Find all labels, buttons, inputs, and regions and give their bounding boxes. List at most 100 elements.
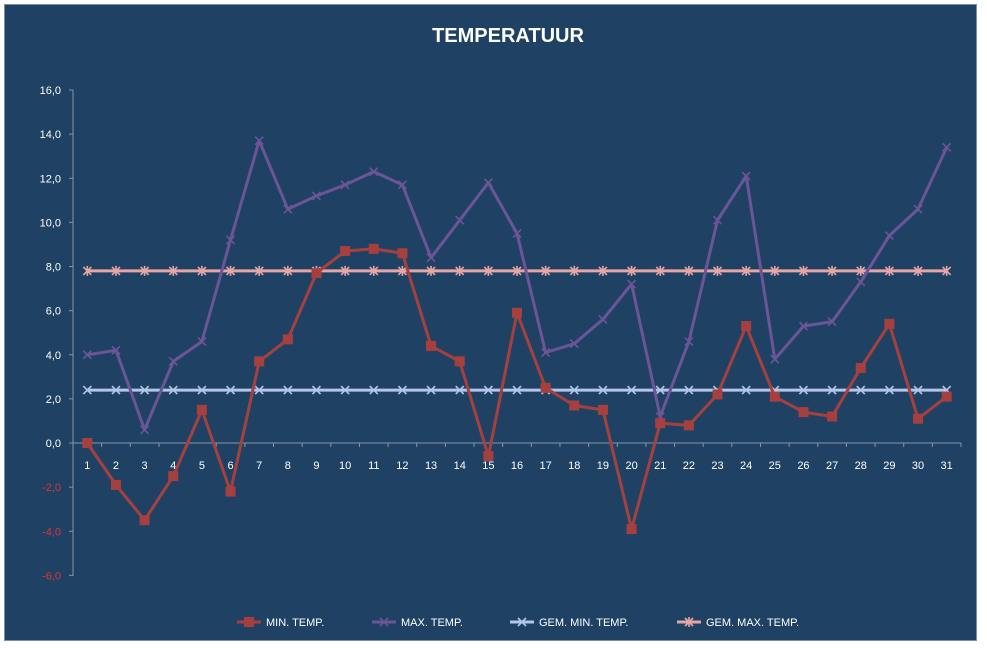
data-point: [827, 385, 837, 395]
data-point: [426, 265, 436, 276]
chart-title: TEMPERATUUR: [432, 25, 584, 47]
data-point: [340, 246, 351, 257]
data-point: [684, 336, 694, 347]
data-point: [884, 318, 895, 329]
data-point: [712, 389, 723, 400]
data-point: [225, 486, 236, 497]
data-point: [598, 314, 608, 325]
data-point: [798, 265, 809, 276]
data-point: [741, 171, 751, 181]
data-point: [455, 215, 465, 225]
data-point: [597, 404, 608, 415]
legend-label: MIN. TEMP.: [266, 617, 324, 629]
data-point: [483, 178, 493, 188]
y-tick-label: -4,0: [42, 526, 61, 538]
data-point: [627, 385, 637, 395]
data-point: [541, 347, 551, 358]
data-point: [827, 265, 837, 276]
legend-item: MIN. TEMP.: [237, 617, 324, 629]
data-point: [483, 451, 494, 462]
x-tick-label: 10: [339, 460, 351, 472]
data-point: [168, 265, 178, 276]
y-tick-label: 2,0: [46, 394, 61, 406]
data-point: [82, 385, 92, 395]
legend-item: MAX. TEMP.: [372, 617, 463, 629]
data-point: [168, 385, 178, 395]
data-point: [197, 336, 207, 347]
data-point: [512, 307, 522, 318]
data-point: [110, 479, 121, 490]
data-point: [769, 391, 780, 402]
legend: MIN. TEMP. MAX. TEMP. GEM. MIN. TEMP. GEM. …: [237, 617, 799, 629]
data-point: [254, 136, 264, 146]
y-tick-label: -6,0: [42, 570, 61, 582]
x-tick-label: 27: [826, 460, 838, 472]
data-point: [454, 356, 465, 367]
data-point: [483, 385, 493, 395]
data-point: [311, 191, 322, 201]
data-point: [540, 382, 551, 393]
data-point: [111, 385, 121, 395]
data-point: [626, 524, 637, 535]
chart-area: [4, 4, 977, 641]
x-tick-label: 8: [285, 460, 291, 472]
data-point: [541, 265, 551, 276]
x-tick-label: 29: [883, 460, 895, 472]
data-point: [712, 265, 723, 276]
x-tick-label: 13: [425, 460, 437, 472]
x-tick-label: 2: [113, 460, 119, 472]
data-point: [798, 385, 809, 395]
x-tick-label: 30: [912, 460, 924, 472]
data-point: [82, 438, 93, 448]
data-point: [512, 265, 522, 276]
series-layer: [82, 136, 952, 535]
data-point: [197, 385, 207, 395]
data-point: [598, 265, 608, 276]
legend-marker: [379, 617, 389, 627]
data-point: [397, 180, 407, 190]
x-tick-label: 6: [227, 460, 233, 472]
data-point: [741, 265, 751, 276]
data-point: [311, 385, 322, 395]
data-point: [426, 385, 436, 395]
data-point: [139, 515, 150, 526]
data-point: [426, 253, 436, 263]
x-tick-label: 15: [482, 460, 494, 472]
data-point: [455, 385, 465, 395]
x-tick-label: 22: [683, 460, 695, 472]
legend-item: GEM. MIN. TEMP.: [510, 617, 628, 629]
data-point: [369, 167, 379, 177]
legend-label: GEM. MIN. TEMP.: [539, 617, 628, 629]
data-point: [941, 391, 952, 402]
data-point: [856, 385, 866, 395]
data-point: [283, 204, 293, 214]
x-tick-label: 26: [797, 460, 809, 472]
y-tick-label: 16,0: [40, 85, 61, 97]
data-point: [397, 248, 408, 259]
data-point: [140, 385, 150, 395]
legend-label: MAX. TEMP.: [401, 617, 463, 629]
data-point: [283, 265, 293, 276]
data-point: [712, 215, 723, 225]
data-point: [311, 268, 322, 279]
data-point: [340, 265, 350, 276]
data-point: [770, 354, 780, 364]
data-point: [225, 265, 236, 276]
legend-marker: [517, 617, 527, 627]
data-point: [512, 228, 522, 238]
x-tick-label: 11: [368, 460, 379, 472]
series-0: [82, 243, 952, 535]
data-point: [340, 385, 350, 395]
data-point: [197, 265, 207, 276]
x-tick-label: 7: [256, 460, 262, 472]
x-tick-label: 1: [84, 460, 90, 472]
data-point: [282, 334, 293, 345]
x-tick-label: 25: [769, 460, 781, 472]
data-point: [111, 265, 121, 276]
legend-marker: [244, 617, 254, 627]
data-point: [397, 385, 407, 395]
x-tick-label: 17: [540, 460, 552, 472]
data-point: [369, 265, 379, 276]
data-point: [569, 400, 580, 411]
